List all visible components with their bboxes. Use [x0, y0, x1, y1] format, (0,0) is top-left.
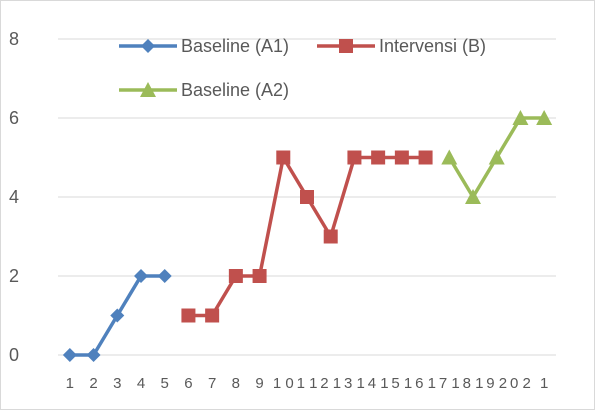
- data-point: [394, 150, 409, 165]
- x-tick-label: 3: [113, 375, 121, 392]
- x-tick-label: 1 1: [297, 375, 318, 392]
- legend-marker: [339, 39, 353, 53]
- y-tick-label: 6: [9, 108, 19, 128]
- series-2: [181, 150, 433, 323]
- series-1: [62, 269, 172, 362]
- legend-label: Intervensi (B): [379, 36, 486, 56]
- legend-marker: [140, 82, 156, 97]
- data-point: [536, 110, 553, 125]
- data-point: [300, 190, 314, 204]
- x-tick-label: 7: [208, 375, 216, 392]
- y-tick-label: 4: [9, 187, 19, 207]
- data-point: [418, 150, 433, 165]
- series-line: [188, 155, 426, 318]
- x-tick-label: 1: [540, 375, 548, 392]
- data-point: [62, 348, 77, 362]
- series-3: [441, 110, 553, 204]
- data-point: [488, 149, 505, 165]
- legend-entry: Intervensi (B): [317, 36, 486, 56]
- x-tick-label: 4: [137, 375, 145, 392]
- data-point: [110, 308, 125, 323]
- x-tick-label: 5: [161, 375, 169, 392]
- series-lines: [62, 110, 553, 362]
- data-point: [252, 269, 267, 283]
- x-tick-label: 3 1: [344, 375, 365, 392]
- data-point: [276, 150, 291, 165]
- x-tick-label: 4 1: [368, 375, 389, 392]
- x-tick-label: 5 1: [391, 375, 412, 392]
- y-tick-label: 8: [9, 29, 19, 49]
- x-tick-label: 8: [232, 375, 240, 392]
- data-point: [181, 308, 196, 323]
- y-tick-label: 2: [9, 266, 19, 286]
- data-point: [134, 269, 148, 283]
- y-axis-ticks: 0 2 4 6 8: [9, 29, 19, 365]
- data-point: [371, 150, 386, 165]
- x-tick-label: 9 2: [486, 375, 507, 392]
- data-point: [347, 150, 362, 165]
- data-point: [512, 110, 529, 125]
- data-point: [323, 229, 338, 244]
- x-tick-label: 6: [184, 375, 192, 392]
- x-tick-label: 6 1: [415, 375, 436, 392]
- data-point: [205, 308, 220, 323]
- x-tick-label: 9: [255, 375, 263, 392]
- legend-marker: [141, 39, 155, 53]
- legend-label: Baseline (A2): [181, 80, 289, 100]
- data-point: [441, 149, 458, 165]
- x-tick-label: 2: [89, 375, 97, 392]
- x-tick-label: 2 1: [320, 375, 341, 392]
- x-tick-label: 7 1: [439, 375, 460, 392]
- data-point: [228, 269, 243, 283]
- data-point: [157, 269, 172, 283]
- data-point: [465, 189, 481, 204]
- x-tick-label: 8 1: [463, 375, 484, 392]
- legend: Baseline (A1) Intervensi (B) Baseline (A2): [119, 36, 486, 100]
- x-tick-label: 0 2: [510, 375, 531, 392]
- legend-entry: Baseline (A1): [119, 36, 289, 56]
- y-tick-label: 0: [9, 345, 19, 365]
- x-tick-label: 1 0: [273, 375, 294, 392]
- legend-entry: Baseline (A2): [119, 80, 289, 100]
- x-tick-label: 1: [66, 375, 74, 392]
- data-point: [86, 348, 101, 362]
- legend-label: Baseline (A1): [181, 36, 289, 56]
